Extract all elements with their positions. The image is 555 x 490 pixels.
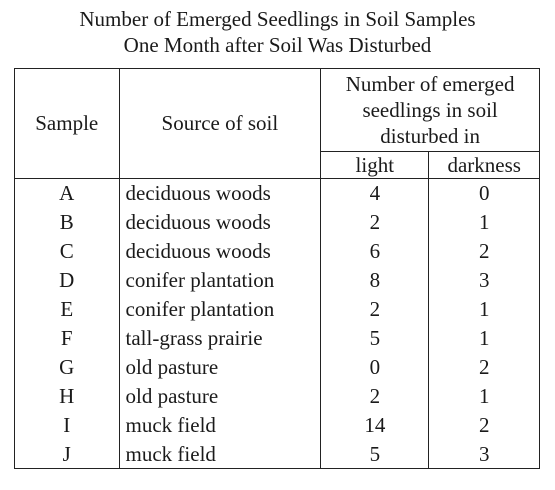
header-light: light [320, 151, 430, 179]
cell-darkness: 2 [428, 410, 540, 440]
header-group-line-3: disturbed in [380, 124, 480, 148]
table-body: A deciduous woods 4 0 B deciduous woods … [14, 178, 540, 469]
cell-sample: H [14, 381, 120, 411]
cell-darkness: 3 [428, 439, 540, 469]
table-row: E conifer plantation 2 1 [14, 294, 540, 324]
cell-sample: I [14, 410, 120, 440]
cell-source: muck field [118, 410, 322, 440]
cell-darkness: 3 [428, 265, 540, 295]
cell-sample: B [14, 207, 120, 237]
cell-darkness: 1 [428, 207, 540, 237]
cell-source: deciduous woods [118, 207, 322, 237]
table-header: Sample Source of soil Number of emerged … [14, 68, 540, 179]
cell-sample: D [14, 265, 120, 295]
header-darkness: darkness [428, 151, 540, 179]
table-row: C deciduous woods 6 2 [14, 236, 540, 266]
table-row: J muck field 5 3 [14, 439, 540, 469]
cell-source: tall-grass prairie [118, 323, 322, 353]
cell-source: deciduous woods [118, 236, 322, 266]
table-row: G old pasture 0 2 [14, 352, 540, 382]
table-row: I muck field 14 2 [14, 410, 540, 440]
cell-sample: G [14, 352, 120, 382]
table-title: Number of Emerged Seedlings in Soil Samp… [0, 0, 555, 58]
table-row: F tall-grass prairie 5 1 [14, 323, 540, 353]
cell-source: old pasture [118, 381, 322, 411]
cell-sample: E [14, 294, 120, 324]
cell-source: muck field [118, 439, 322, 469]
cell-light: 5 [320, 439, 430, 469]
table-row: D conifer plantation 8 3 [14, 265, 540, 295]
seedlings-table: Sample Source of soil Number of emerged … [14, 68, 540, 469]
cell-sample: J [14, 439, 120, 469]
cell-darkness: 1 [428, 381, 540, 411]
cell-light: 8 [320, 265, 430, 295]
header-group-line-1: Number of emerged [345, 72, 515, 96]
cell-darkness: 1 [428, 323, 540, 353]
cell-light: 2 [320, 381, 430, 411]
cell-source: old pasture [118, 352, 322, 382]
cell-darkness: 0 [428, 178, 540, 208]
title-line-2: One Month after Soil Was Disturbed [123, 33, 432, 57]
cell-source: conifer plantation [118, 265, 322, 295]
cell-sample: A [14, 178, 120, 208]
header-group-line-2: seedlings in soil [362, 98, 498, 122]
cell-source: deciduous woods [118, 178, 322, 208]
cell-light: 2 [320, 294, 430, 324]
cell-darkness: 2 [428, 236, 540, 266]
cell-light: 4 [320, 178, 430, 208]
cell-light: 14 [320, 410, 430, 440]
cell-darkness: 1 [428, 294, 540, 324]
table-row: B deciduous woods 2 1 [14, 207, 540, 237]
cell-sample: C [14, 236, 120, 266]
cell-light: 5 [320, 323, 430, 353]
cell-sample: F [14, 323, 120, 353]
cell-source: conifer plantation [118, 294, 322, 324]
cell-light: 6 [320, 236, 430, 266]
table-row: H old pasture 2 1 [14, 381, 540, 411]
cell-light: 0 [320, 352, 430, 382]
cell-light: 2 [320, 207, 430, 237]
header-source: Source of soil [118, 68, 322, 179]
cell-darkness: 2 [428, 352, 540, 382]
title-line-1: Number of Emerged Seedlings in Soil Samp… [79, 7, 476, 31]
table-row: A deciduous woods 4 0 [14, 178, 540, 208]
header-emerged-group: Number of emerged seedlings in soil dist… [320, 68, 540, 152]
header-sample: Sample [14, 68, 120, 179]
